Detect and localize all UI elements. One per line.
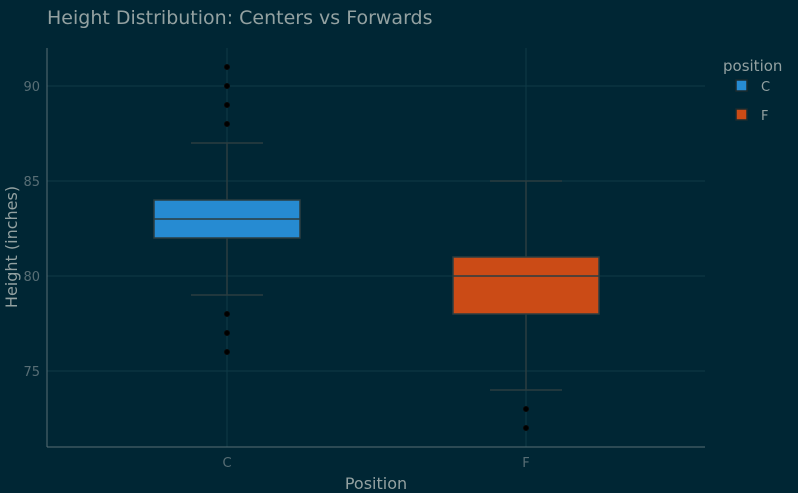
- box-C: [153, 64, 301, 355]
- legend: position CF: [723, 57, 782, 124]
- outlier-point: [223, 121, 230, 128]
- y-tick-label: 85: [23, 175, 40, 190]
- outlier-point: [223, 310, 230, 317]
- y-tick-label: 75: [23, 365, 40, 380]
- box-plots: [153, 64, 600, 431]
- outlier-point: [223, 329, 230, 336]
- axes: 75 80 85 90 C F: [23, 48, 705, 471]
- outlier-point: [223, 102, 230, 109]
- y-tick-label: 90: [23, 80, 40, 95]
- outlier-point: [223, 64, 230, 71]
- x-axis-title: Position: [345, 474, 407, 493]
- legend-label-F: F: [761, 109, 768, 124]
- outlier-point: [223, 83, 230, 90]
- legend-swatch-F: [735, 108, 748, 121]
- legend-title: position: [723, 57, 782, 75]
- grid-lines: [47, 48, 705, 447]
- y-tick-label: 80: [23, 270, 40, 285]
- box-F: [452, 180, 600, 431]
- outlier-point: [523, 424, 530, 431]
- outlier-point: [523, 405, 530, 412]
- x-tick-label: C: [222, 456, 231, 471]
- legend-swatch-C: [735, 79, 748, 92]
- y-axis-title: Height (inches): [2, 186, 21, 308]
- legend-label-C: C: [761, 80, 770, 95]
- iqr-box: [452, 256, 600, 315]
- outlier-point: [223, 348, 230, 355]
- chart-title: Height Distribution: Centers vs Forwards: [47, 7, 433, 29]
- x-tick-label: F: [522, 456, 529, 471]
